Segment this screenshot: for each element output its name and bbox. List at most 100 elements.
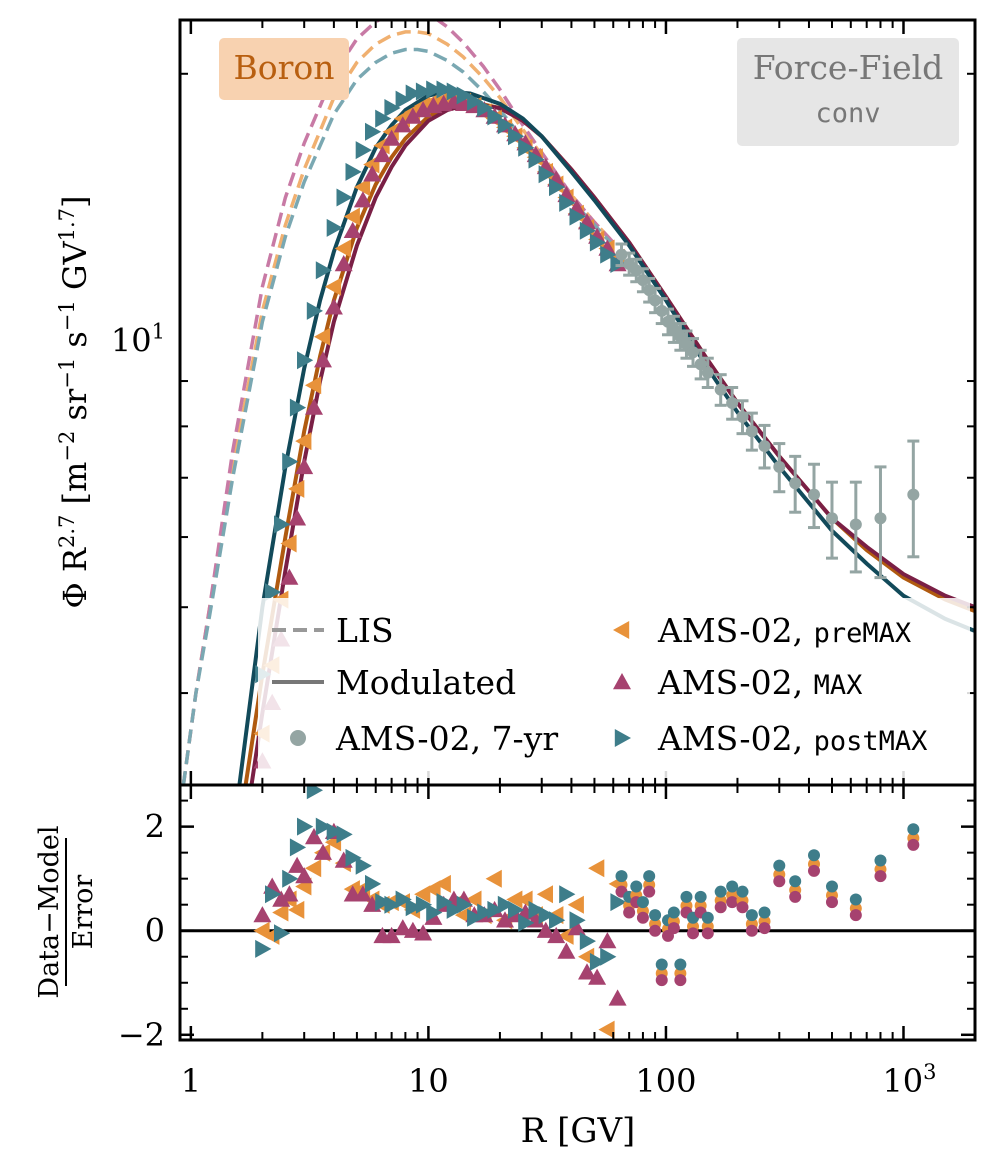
seven-year-residual-postmax — [649, 909, 662, 922]
MAX-residual — [393, 919, 412, 936]
postMAX-point — [297, 351, 314, 370]
seven-year-residual-max — [789, 890, 802, 903]
postMAX-point — [384, 99, 401, 117]
MAX-residual — [588, 968, 607, 985]
model-badge-subtitle: conv — [815, 98, 880, 129]
MAX-residual — [403, 921, 422, 938]
seven-year-point — [773, 460, 786, 473]
seven-year-residual-postmax — [789, 875, 802, 888]
postMAX-residual — [345, 848, 362, 867]
seven-year-point — [630, 264, 643, 277]
seven-year-residual-postmax — [714, 885, 727, 898]
model-badge-title: Force-Field — [753, 48, 944, 87]
postMAX-point — [395, 90, 412, 109]
postMAX-residual — [467, 908, 484, 927]
postMAX-residual — [549, 911, 566, 930]
preMAX-point — [353, 178, 371, 197]
seven-year-residual-postmax — [630, 880, 643, 893]
postMAX-residual — [282, 869, 299, 888]
bottom-y-tick-label: −2 — [118, 1016, 165, 1054]
postMAX-point — [375, 109, 392, 128]
preMAX-point — [324, 277, 342, 296]
seven-year-residual-max — [745, 924, 758, 937]
MAX-point — [324, 298, 343, 315]
seven-year-residual-postmax — [773, 859, 786, 872]
model-badge: Force-Field conv — [737, 38, 959, 146]
seven-year-point — [680, 338, 693, 351]
seven-year-residual-max — [667, 922, 680, 935]
bottom-y-tick-labels: 2 0 −2 — [118, 808, 165, 1054]
top-y-tick-label: 101 — [111, 319, 165, 359]
seven-year-residual-max — [907, 838, 920, 851]
MAX-point — [295, 457, 314, 475]
postMAX-point — [274, 515, 291, 534]
postMAX-point — [415, 82, 433, 101]
x-tick-label: 103 — [882, 1060, 936, 1100]
legend-swatch-postmax — [614, 729, 631, 747]
postMAX-point — [549, 178, 566, 197]
MAX-point — [363, 165, 382, 182]
seven-year-residual-max — [773, 875, 786, 888]
postMAX-residual — [569, 911, 586, 930]
seven-year-residual-max — [649, 924, 662, 937]
postMAX-residual — [375, 893, 392, 912]
postMAX-point — [508, 127, 525, 146]
seven-year-residual-max — [736, 901, 749, 914]
seven-year-residual-max — [655, 974, 668, 987]
seven-year-residual-postmax — [849, 893, 862, 906]
preMAX-residual — [557, 926, 574, 945]
MAX-point — [403, 107, 422, 124]
postMAX-point — [559, 193, 576, 212]
legend-label-MAX: AMS-02, MAX — [657, 663, 862, 702]
preMAX-point — [280, 534, 297, 553]
MAX-point — [334, 255, 353, 272]
seven-year-residual-postmax — [907, 823, 920, 836]
postMAX-point — [365, 122, 382, 141]
legend-label-modulated: Modulated — [336, 663, 516, 702]
seven-year-point — [694, 358, 707, 371]
seven-year-residual-postmax — [643, 870, 656, 883]
MAX-residual — [567, 919, 586, 936]
MAX-point — [382, 129, 401, 146]
postMAX-point — [467, 92, 484, 111]
MAX-residual — [295, 867, 314, 884]
postMAX-residual — [289, 838, 307, 857]
postMAX-point — [405, 84, 422, 103]
seven-year-residual-postmax — [758, 906, 771, 919]
MAX-residual — [496, 911, 514, 928]
seven-year-point — [701, 366, 714, 379]
postMAX-residual — [274, 924, 291, 943]
preMAX-residual — [567, 895, 584, 914]
seven-year-residual-postmax — [726, 880, 739, 893]
MAX-residual — [314, 843, 332, 860]
seven-year-residual-postmax — [745, 909, 758, 922]
postMAX-residual — [336, 825, 353, 844]
postMAX-residual — [365, 874, 382, 893]
top-y-tick-labels: 101 — [111, 319, 165, 359]
MAX-residual — [608, 989, 627, 1006]
MAX-point — [414, 101, 433, 118]
postMAX-point — [436, 80, 453, 99]
postMAX-point — [336, 188, 353, 207]
postMAX-point — [315, 261, 332, 280]
residual-points — [253, 785, 920, 1039]
modulated-curve-mod_MAX — [249, 101, 975, 785]
postMAX-residual — [405, 898, 422, 917]
postMAX-point — [446, 82, 463, 101]
x-tick-label: 10 — [408, 1062, 449, 1100]
seven-year-residual-max — [623, 906, 636, 919]
residual-label-numerator: Data−Model — [34, 825, 65, 998]
preMAX-residual — [272, 903, 289, 922]
postMAX-point — [579, 221, 596, 240]
legend: LIS Modulated AMS-02, 7-yr AMS-02, preMAX AM… — [258, 598, 970, 778]
postMAX-residual — [518, 913, 535, 932]
preMAX-point — [288, 479, 305, 498]
legend-label-lis: LIS — [336, 611, 394, 650]
preMAX-residual — [506, 890, 523, 909]
seven-year-point — [649, 294, 662, 307]
postMAX-point — [589, 233, 607, 252]
postMAX-residual — [395, 890, 412, 909]
seven-year-residual-postmax — [807, 849, 820, 862]
seven-year-residual-max — [701, 927, 714, 940]
postMAX-residual — [497, 895, 514, 914]
